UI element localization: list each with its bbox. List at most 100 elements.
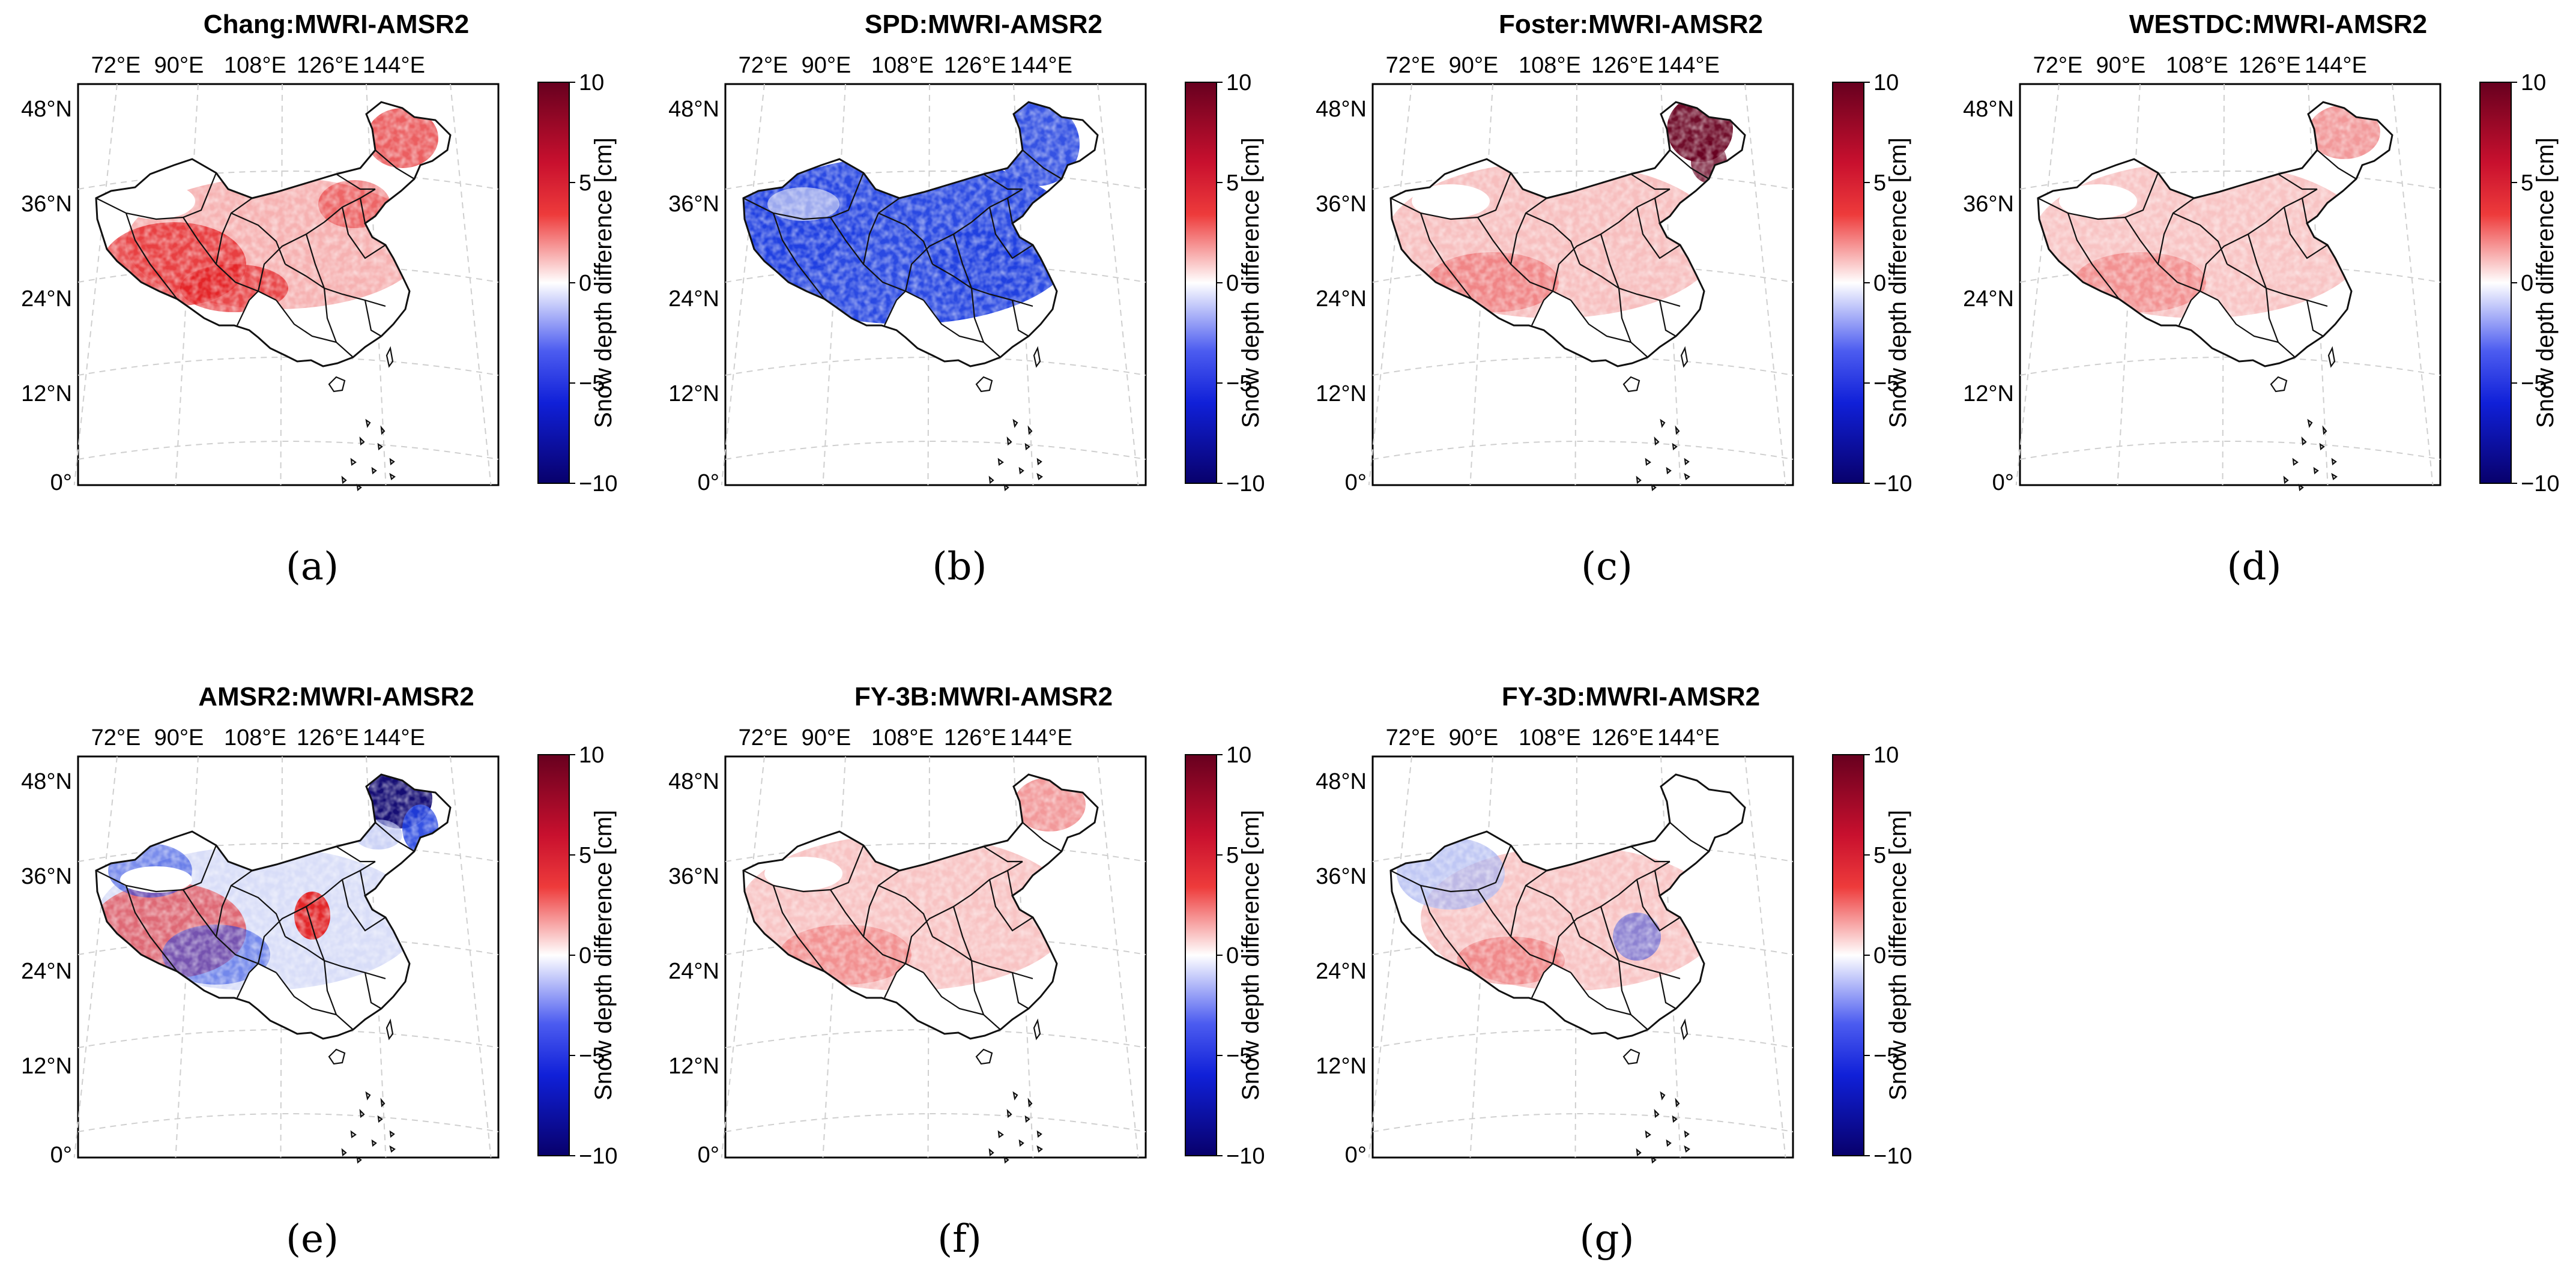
province-border (952, 906, 973, 961)
latitude-tick-label: 0° (1345, 470, 1367, 495)
latitude-tick-label: 12°N (1316, 381, 1367, 406)
province-border (743, 172, 865, 220)
longitude-tick-label: 126°E (2239, 53, 2301, 78)
latitude-gridline (2019, 441, 2441, 460)
province-border (1510, 870, 1547, 937)
island-outline (1654, 1109, 1660, 1119)
province-border (1579, 264, 1681, 307)
colorbar (1185, 754, 1217, 1156)
island-outline (380, 425, 385, 435)
panel-title: Chang:MWRI-AMSR2 (204, 10, 469, 39)
latitude-tick-label: 36°N (1316, 864, 1367, 889)
latitude-tick-label: 0° (698, 1143, 719, 1168)
island-outline (997, 457, 1004, 466)
colorbar-tick-label: −10 (1226, 471, 1265, 497)
province-border (1477, 217, 1571, 301)
island-outline (1622, 1048, 1640, 1065)
island-outline (2331, 472, 2338, 480)
longitude-tick-label: 108°E (1519, 725, 1581, 750)
latitude-gridline (725, 1113, 1146, 1132)
island-outline (389, 1145, 396, 1153)
colorbar (1832, 754, 1864, 1156)
province-border (1531, 963, 1553, 998)
province-border (1630, 846, 1670, 863)
island-outline (988, 475, 994, 485)
colorbar-label: Snow depth difference [cm] (1885, 137, 1911, 428)
island-outline (371, 466, 377, 475)
province-border (276, 300, 354, 358)
longitude-gridline (1574, 756, 1577, 1158)
province-border (2306, 300, 2324, 337)
country-border (1389, 773, 1746, 1040)
island-outline (350, 457, 357, 466)
latitude-tick-label: 0° (1345, 1143, 1367, 1168)
latitude-tick-label: 48°N (668, 97, 719, 122)
province-border (1654, 870, 1661, 896)
colorbar-tick-label: −5 (579, 1043, 605, 1069)
longitude-gridline (1013, 756, 1034, 1158)
province-border (1525, 212, 1581, 265)
colorbar-tick-label: −10 (1226, 1144, 1265, 1169)
longitude-tick-label: 144°E (363, 53, 425, 78)
island-outline (377, 442, 383, 451)
colorbar-tick-label: −10 (1873, 1144, 1912, 1169)
latitude-gridline (725, 843, 1146, 862)
latitude-gridline (725, 441, 1146, 460)
colorbar-tick-label: 10 (1226, 70, 1251, 95)
province-border (237, 291, 259, 326)
longitude-tick-label: 90°E (154, 53, 204, 78)
island-outline (1684, 1145, 1690, 1153)
island-outline (385, 346, 394, 368)
island-outline (1027, 425, 1033, 435)
province-border (772, 885, 825, 972)
longitude-gridline (450, 83, 492, 486)
province-border (743, 845, 865, 893)
colorbar-tick-label: −5 (2521, 371, 2547, 396)
province-border (125, 213, 178, 300)
latitude-tick-label: 36°N (668, 192, 719, 217)
province-border (923, 300, 1001, 358)
longitude-gridline (1744, 83, 1786, 486)
island-outline (1684, 472, 1690, 480)
longitude-tick-label: 108°E (2166, 53, 2228, 78)
island-outline (1645, 457, 1651, 466)
longitude-tick-label: 72°E (1386, 53, 1436, 78)
island-outline (1660, 418, 1666, 428)
latitude-tick-label: 12°N (21, 1054, 72, 1079)
province-border (1390, 172, 1512, 220)
island-outline (371, 1139, 377, 1147)
longitude-gridline (280, 756, 283, 1158)
longitude-gridline (73, 756, 118, 1158)
island-outline (380, 1097, 385, 1108)
province-border (2178, 291, 2201, 326)
island-outline (2292, 457, 2299, 466)
panel-title: SPD:MWRI-AMSR2 (865, 10, 1102, 39)
colorbar-tick-label: 5 (579, 843, 591, 868)
province-border (878, 212, 934, 265)
latitude-tick-label: 12°N (668, 1054, 719, 1079)
province-border (2265, 288, 2279, 343)
latitude-gridline (2019, 171, 2441, 190)
island-outline (1027, 1097, 1033, 1108)
colorbar-tick-label: 0 (579, 943, 591, 968)
province-border (1006, 870, 1014, 896)
province-border (1011, 972, 1029, 1009)
latitude-tick-label: 48°N (21, 769, 72, 794)
island-outline (1036, 472, 1043, 480)
longitude-gridline (1097, 756, 1139, 1158)
province-border (952, 234, 973, 289)
colorbar-tick-label: 10 (2521, 70, 2546, 95)
province-border (336, 846, 375, 863)
province-border (359, 198, 366, 224)
province-border (305, 906, 325, 961)
province-border (1654, 198, 1661, 224)
island-outline (2319, 442, 2325, 451)
island-outline (2301, 436, 2307, 446)
island-outline (356, 1156, 362, 1164)
province-border (1022, 149, 1062, 180)
province-border (1022, 822, 1062, 852)
latitude-gridline (1372, 441, 1794, 460)
longitude-tick-label: 108°E (224, 725, 286, 750)
colorbar-tick-label: −5 (1226, 1043, 1252, 1069)
